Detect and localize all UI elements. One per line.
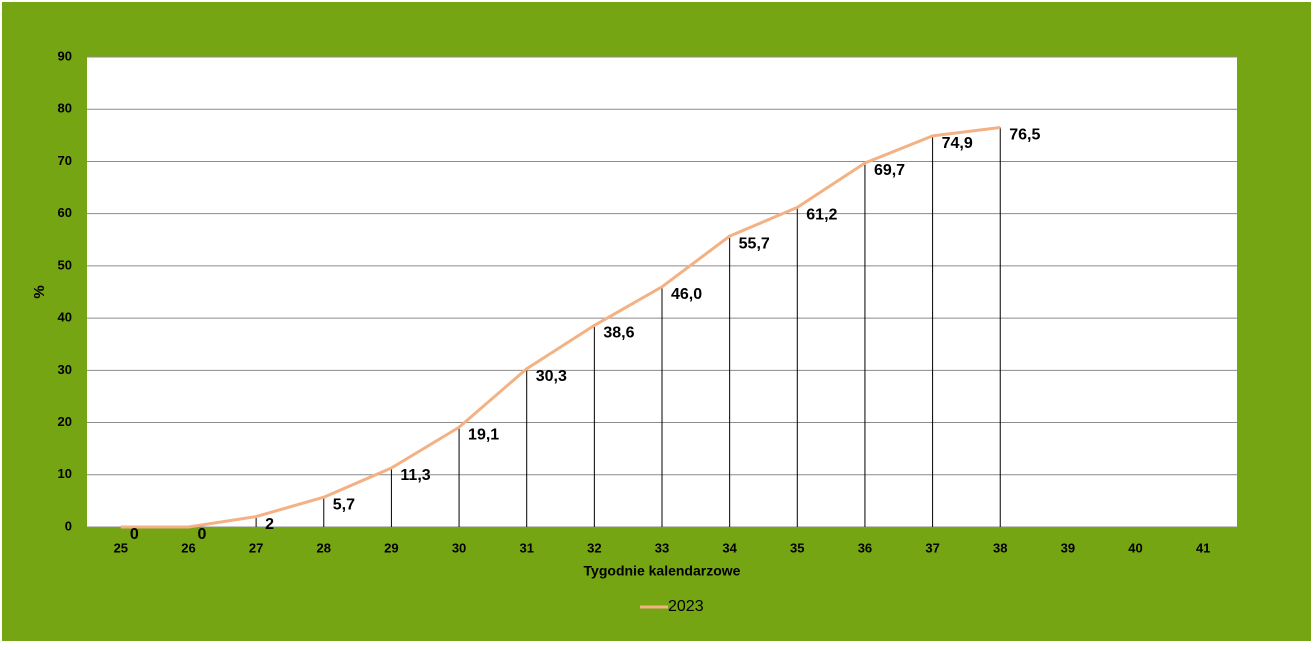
x-tick-label: 41 <box>1196 540 1210 555</box>
x-tick-label: 26 <box>181 540 195 555</box>
x-tick-label: 37 <box>925 540 939 555</box>
x-tick-label: 39 <box>1061 540 1075 555</box>
x-tick-label: 25 <box>114 540 128 555</box>
y-tick-label: 70 <box>58 153 72 168</box>
x-tick-label: 35 <box>790 540 804 555</box>
data-label: 30,3 <box>536 368 567 385</box>
x-tick-label: 32 <box>587 540 601 555</box>
line <box>120 126 1001 529</box>
x-tick-label: 40 <box>1128 540 1142 555</box>
data-label: 38,6 <box>603 325 634 342</box>
legend-label: 2023 <box>668 598 704 615</box>
y-tick-label: 30 <box>58 362 72 377</box>
y-tick-label: 90 <box>58 48 72 63</box>
y-tick-label: 50 <box>58 257 72 272</box>
y-tick-label: 10 <box>58 466 72 481</box>
x-tick-label: 34 <box>722 540 737 555</box>
data-label: 61,2 <box>806 207 837 224</box>
data-label: 69,7 <box>874 162 905 179</box>
y-tick-label: 0 <box>65 518 72 533</box>
data-label: 19,1 <box>468 426 499 443</box>
y-axis-label: % <box>31 285 48 298</box>
x-tick-label: 38 <box>993 540 1007 555</box>
data-label: 0 <box>197 526 206 543</box>
data-label: 74,9 <box>942 135 973 152</box>
x-tick-label: 27 <box>249 540 263 555</box>
data-label: 46,0 <box>671 286 702 303</box>
x-tick-label: 30 <box>452 540 466 555</box>
data-label: 76,5 <box>1009 127 1040 144</box>
y-tick-label: 80 <box>58 101 72 116</box>
data-label: 11,3 <box>400 467 430 484</box>
x-tick-label: 29 <box>384 540 398 555</box>
data-label: 0 <box>130 526 139 543</box>
x-tick-label: 28 <box>317 540 331 555</box>
x-tick-label: 36 <box>858 540 872 555</box>
y-tick-label: 20 <box>58 414 72 429</box>
y-tick-label: 60 <box>58 205 72 220</box>
x-axis-label: Tygodnie kalendarzowe <box>584 563 741 579</box>
y-tick-label: 40 <box>58 310 72 325</box>
x-tick-label: 31 <box>519 540 533 555</box>
data-label: 55,7 <box>739 235 770 252</box>
data-label: 2 <box>265 516 274 533</box>
x-tick-label: 33 <box>655 540 669 555</box>
data-label: 5,7 <box>333 496 355 513</box>
